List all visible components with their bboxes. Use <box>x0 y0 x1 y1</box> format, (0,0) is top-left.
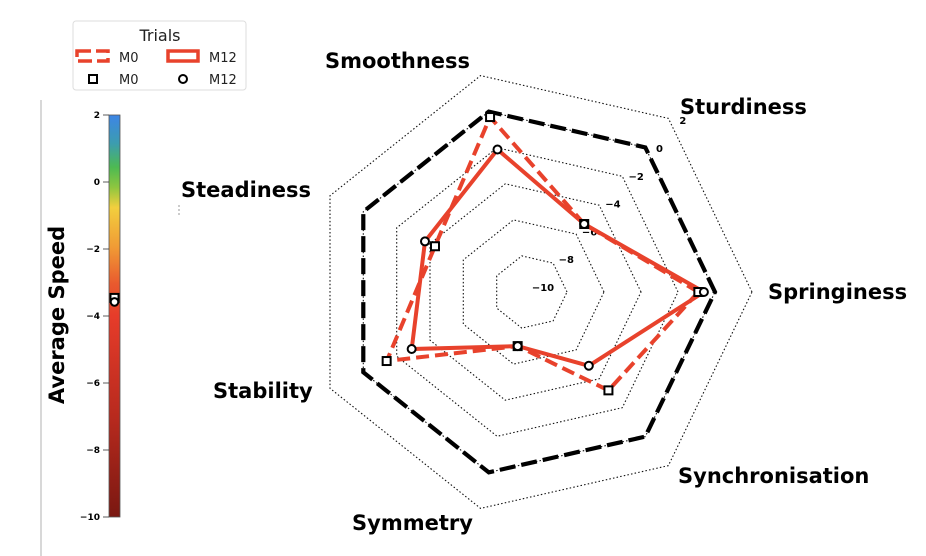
grid-ring <box>329 75 753 509</box>
colorbar-tick-label: −4 <box>86 312 100 322</box>
axis-label-springiness: Springiness <box>768 280 907 304</box>
square-marker-icon <box>485 112 496 123</box>
axis-label-steadiness: Steadiness <box>181 178 311 202</box>
series-m12 <box>409 146 708 368</box>
colorbar-gradient <box>108 114 121 518</box>
axis-label-synchronisation: Synchronisation <box>678 464 869 488</box>
colorbar-tick-label: 0 <box>94 178 100 188</box>
r-tick-label: 2 <box>679 116 686 127</box>
r-tick-label: −10 <box>532 283 554 294</box>
axis-label-sturdiness: Sturdiness <box>680 95 807 119</box>
r-tick-label: 0 <box>656 144 663 155</box>
radar-series <box>361 109 718 475</box>
grid-ring <box>462 219 605 365</box>
colorbar-label: Average Speed <box>45 226 69 404</box>
legend-label-m12-line: M12 <box>209 51 237 66</box>
legend-solid-line-handle <box>166 49 200 63</box>
axis-label-symmetry: Symmetry <box>352 511 473 535</box>
legend-dashed-line-handle <box>75 49 110 63</box>
radar-r-tick-labels: −10 −8 −6 −4 −2 0 2 <box>532 116 686 294</box>
circle-marker-icon <box>406 343 417 354</box>
colorbar-markers <box>109 292 120 307</box>
circle-marker-icon <box>583 360 594 371</box>
circle-marker-icon <box>419 236 430 247</box>
series-m0 <box>383 113 702 393</box>
legend: Trials M0 M12 M0 M12 <box>72 20 247 91</box>
circle-marker-icon <box>698 287 709 297</box>
circle-marker-icon <box>492 144 503 155</box>
radar-chart: −10 −8 −6 −4 −2 0 2 Springiness Sturdiness Smo… <box>181 49 907 535</box>
colorbar-tick-label: −6 <box>86 379 100 389</box>
colorbar-circle-marker-icon <box>109 297 120 307</box>
legend-title: Trials <box>138 26 180 45</box>
colorbar-tick-label: 2 <box>94 111 100 121</box>
colorbar-tick-label: −8 <box>86 446 100 456</box>
radar-markers <box>381 112 709 396</box>
colorbar-tick-label: −2 <box>86 245 100 255</box>
square-marker-icon <box>603 385 614 396</box>
circle-marker-icon <box>512 341 523 352</box>
circle-marker-icon <box>579 219 590 230</box>
grid-ring <box>429 183 642 401</box>
axis-label-smoothness: Smoothness <box>325 49 470 73</box>
legend-label-m0-line: M0 <box>119 51 139 66</box>
r-tick-label: −8 <box>559 255 574 266</box>
series-reference <box>361 109 718 475</box>
colorbar-tick-label: −10 <box>80 513 100 523</box>
square-marker-icon <box>429 241 440 252</box>
legend-square-marker-icon <box>88 74 98 84</box>
grid-ring <box>496 255 568 329</box>
colorbar-ticks: 2 0 −2 −4 −6 −8 −10 <box>80 111 109 523</box>
r-tick-label: −2 <box>629 172 644 183</box>
legend-circle-marker-icon <box>178 74 188 84</box>
colorbar: 2 0 −2 −4 −6 −8 −10 Average Speed <box>45 111 121 523</box>
legend-label-m12-marker: M12 <box>209 73 237 88</box>
legend-label-m0-marker: M0 <box>119 73 139 88</box>
legend-box <box>72 20 247 91</box>
r-tick-label: −6 <box>582 227 597 238</box>
r-tick-label: −4 <box>605 200 620 211</box>
square-marker-icon <box>381 356 392 367</box>
axis-label-stability: Stability <box>213 379 313 403</box>
